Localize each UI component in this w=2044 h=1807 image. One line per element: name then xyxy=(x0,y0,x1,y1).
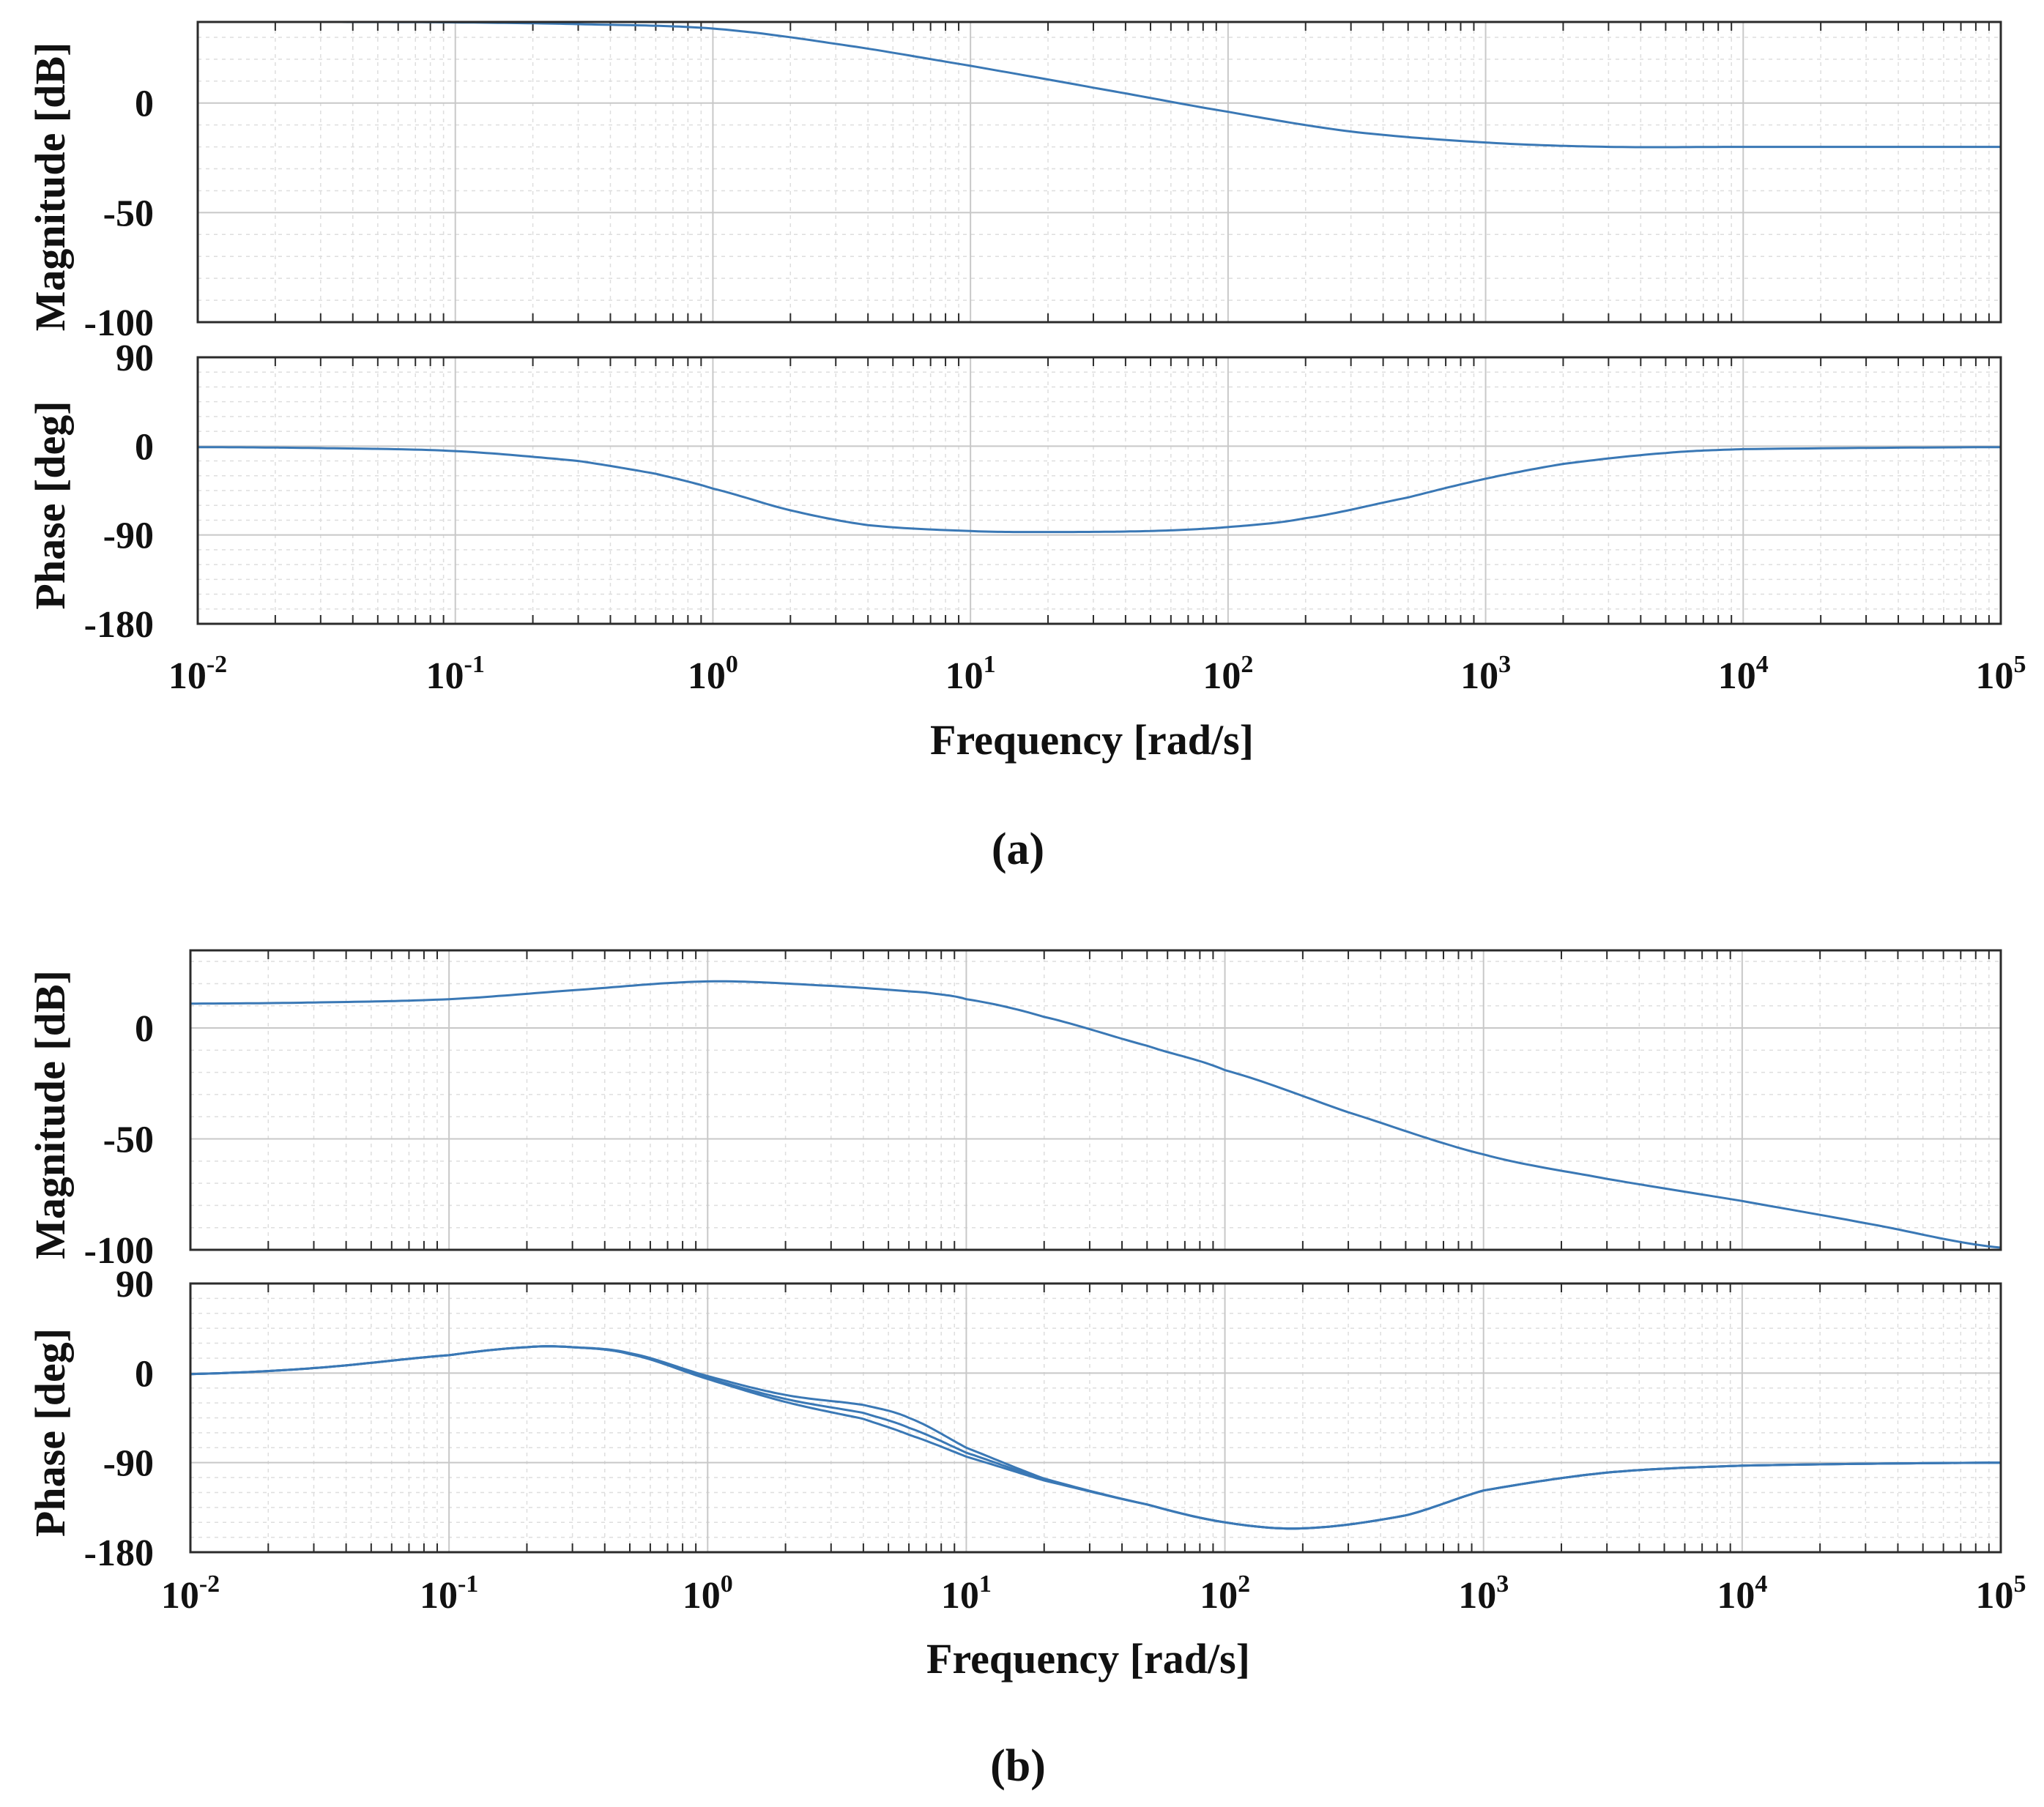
x-tick-base: 10 xyxy=(1976,655,2014,697)
x-tick-base: 10 xyxy=(683,1575,721,1617)
x-tick-base: 10 xyxy=(426,655,464,697)
x-tick-base: 10 xyxy=(420,1575,458,1617)
x-tick-label: 101 xyxy=(945,651,996,697)
x-tick-label: 101 xyxy=(941,1571,992,1617)
x-tick-base: 10 xyxy=(161,1575,199,1617)
phase-y-tick-label: -180 xyxy=(84,1532,154,1574)
x-tick-exponent: 3 xyxy=(1496,1571,1509,1598)
x-tick-base: 10 xyxy=(1717,1575,1755,1617)
x-tick-exponent: 2 xyxy=(1241,651,1253,678)
phase-y-tick-label: 0 xyxy=(135,426,154,468)
x-tick-label: 10-1 xyxy=(420,1571,478,1617)
x-tick-exponent: 0 xyxy=(726,651,738,678)
x-tick-label: 105 xyxy=(1976,1571,2026,1617)
x-tick-exponent: 2 xyxy=(1238,1571,1250,1598)
magnitude-y-tick-label: -50 xyxy=(103,193,154,234)
phase-y-axis-label: Phase [deg] xyxy=(26,1328,74,1537)
x-tick-exponent: 4 xyxy=(1756,651,1769,678)
phase-y-tick-label: 90 xyxy=(116,1264,154,1305)
phase-series-line xyxy=(198,446,2001,534)
x-tick-exponent: -1 xyxy=(458,1571,478,1598)
x-axis-label: Frequency [rad/s] xyxy=(930,716,1254,764)
magnitude-axes-frame xyxy=(189,949,2002,1251)
magnitude-plot-area xyxy=(198,22,2001,322)
x-tick-base: 10 xyxy=(1460,655,1498,697)
x-tick-base: 10 xyxy=(941,1575,979,1617)
x-tick-exponent: 4 xyxy=(1755,1571,1767,1598)
x-tick-exponent: -2 xyxy=(207,651,227,678)
phase-axes-frame xyxy=(196,356,2002,625)
x-tick-label: 100 xyxy=(688,651,738,697)
phase-y-tick-label: -90 xyxy=(103,515,154,557)
x-axis-label: Frequency [rad/s] xyxy=(926,1635,1250,1683)
magnitude-y-tick-label: 0 xyxy=(135,83,154,125)
x-tick-base: 10 xyxy=(1200,1575,1238,1617)
magnitude-y-axis-label: Magnitude [dB] xyxy=(26,970,74,1259)
figure-caption-a: (a) xyxy=(992,824,1044,874)
x-tick-label: 100 xyxy=(683,1571,733,1617)
phase-y-tick-label: 90 xyxy=(116,338,154,379)
x-tick-exponent: 1 xyxy=(979,1571,992,1598)
x-tick-label: 103 xyxy=(1458,1571,1509,1617)
x-tick-label: 103 xyxy=(1460,651,1511,697)
x-tick-label: 10-1 xyxy=(426,651,485,697)
x-tick-base: 10 xyxy=(1976,1575,2014,1617)
magnitude-y-tick-label: -100 xyxy=(84,1230,154,1272)
x-tick-label: 104 xyxy=(1717,1571,1767,1617)
x-tick-base: 10 xyxy=(945,655,984,697)
phase-y-tick-label: -180 xyxy=(84,604,154,646)
magnitude-plot-area xyxy=(190,950,2001,1250)
magnitude-y-tick-label: 0 xyxy=(135,1008,154,1050)
phase-axes-frame xyxy=(189,1282,2002,1554)
x-tick-exponent: 3 xyxy=(1498,651,1511,678)
phase-y-tick-label: -90 xyxy=(103,1443,154,1485)
x-tick-exponent: 5 xyxy=(2014,651,2026,678)
x-tick-label: 10-2 xyxy=(168,651,227,697)
magnitude-y-axis-label: Magnitude [dB] xyxy=(26,42,74,332)
magnitude-y-tick-label: -50 xyxy=(103,1119,154,1161)
magnitude-series-line xyxy=(190,980,2001,1249)
x-tick-base: 10 xyxy=(168,655,207,697)
x-tick-exponent: 0 xyxy=(721,1571,733,1598)
magnitude-axes-frame xyxy=(196,21,2002,324)
x-tick-base: 10 xyxy=(1718,655,1756,697)
x-tick-base: 10 xyxy=(688,655,726,697)
x-tick-exponent: -1 xyxy=(464,651,485,678)
x-tick-label: 102 xyxy=(1203,651,1253,697)
x-tick-exponent: -2 xyxy=(199,1571,220,1598)
x-tick-base: 10 xyxy=(1458,1575,1496,1617)
x-tick-exponent: 5 xyxy=(2014,1571,2026,1598)
x-tick-label: 102 xyxy=(1200,1571,1250,1617)
magnitude-y-tick-label: -100 xyxy=(84,302,154,344)
x-tick-label: 105 xyxy=(1976,651,2026,697)
x-tick-base: 10 xyxy=(1203,655,1241,697)
x-tick-label: 10-2 xyxy=(161,1571,220,1617)
phase-y-axis-label: Phase [deg] xyxy=(26,400,74,609)
figure-caption-b: (b) xyxy=(990,1741,1046,1791)
x-tick-exponent: 1 xyxy=(984,651,996,678)
x-tick-label: 104 xyxy=(1718,651,1769,697)
phase-y-tick-label: 0 xyxy=(135,1353,154,1395)
phase-series-line xyxy=(190,1345,2001,1530)
